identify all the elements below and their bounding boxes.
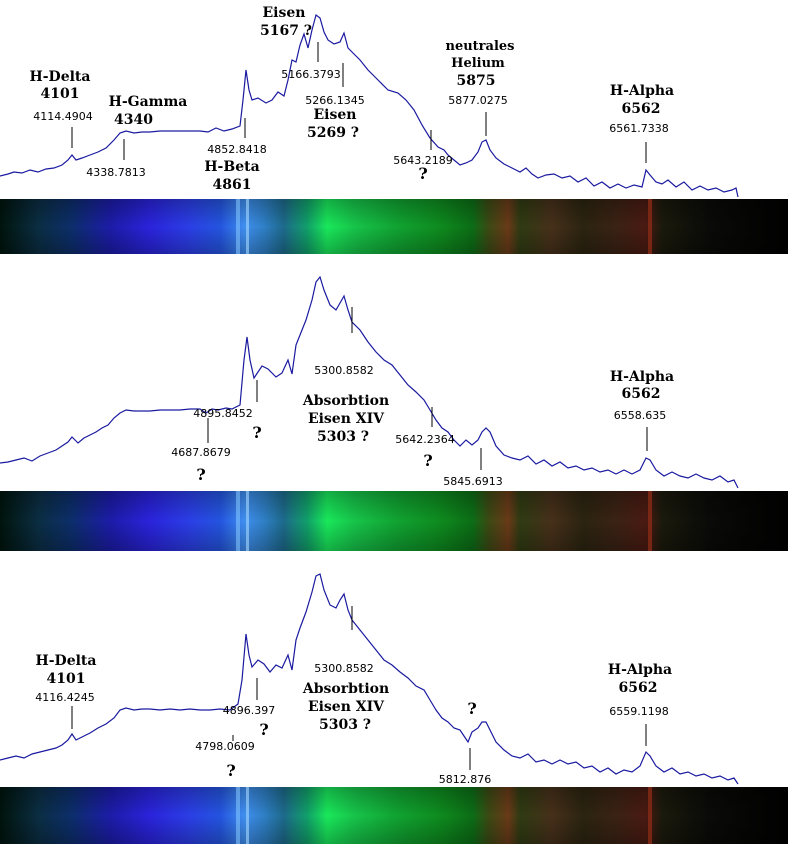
wavelength-readout: 4895.8452 bbox=[193, 407, 253, 420]
label-h-delta: H-Delta bbox=[36, 653, 97, 669]
label-absorption-value: 5303 ? bbox=[317, 429, 369, 445]
wavelength-readout: 5300.8582 bbox=[314, 364, 374, 377]
panel-2: Absorbtion Eisen XIV 5303 ? H-Alpha 6562… bbox=[0, 275, 788, 551]
label-h-gamma: H-Gamma bbox=[109, 94, 188, 110]
wavelength-readout: 6559.1198 bbox=[609, 705, 669, 718]
label-eisen-xiv: Eisen XIV bbox=[308, 411, 385, 427]
label-h-delta-value: 4101 bbox=[47, 671, 86, 687]
question-mark: ? bbox=[226, 761, 235, 780]
wavelength-readout: 5812.876 bbox=[439, 773, 492, 786]
question-mark: ? bbox=[252, 423, 261, 442]
label-h-delta: H-Delta bbox=[30, 69, 91, 85]
wavelength-readout: 4116.4245 bbox=[35, 691, 95, 704]
label-h-alpha-value: 6562 bbox=[622, 386, 661, 402]
wavelength-readout: 5845.6913 bbox=[443, 475, 503, 488]
label-helium-2: Helium bbox=[451, 56, 505, 71]
label-absorption: Absorbtion bbox=[302, 393, 389, 409]
question-mark: ? bbox=[196, 465, 205, 484]
wavelength-readout: 4114.4904 bbox=[33, 110, 93, 123]
wavelength-readout: 4798.0609 bbox=[195, 740, 255, 753]
label-eisen-value: 5167 ? bbox=[260, 23, 312, 39]
wavelength-readout: 4852.8418 bbox=[207, 143, 267, 156]
wavelength-readout: 6561.7338 bbox=[609, 122, 669, 135]
wavelength-readout: 5166.3793 bbox=[281, 68, 341, 81]
spectrum-curve-3 bbox=[0, 573, 739, 785]
label-helium-1: neutrales bbox=[446, 39, 515, 54]
label-absorption: Absorbtion bbox=[302, 681, 389, 697]
wavelength-readout: 5643.2189 bbox=[393, 154, 453, 167]
label-h-alpha: H-Alpha bbox=[610, 369, 674, 385]
question-mark: ? bbox=[259, 720, 268, 739]
label-h-alpha-value: 6562 bbox=[622, 101, 661, 117]
label-eisen: Eisen bbox=[263, 5, 306, 21]
label-h-delta-value: 4101 bbox=[41, 86, 80, 102]
question-mark: ? bbox=[418, 164, 427, 183]
label-h-beta: H-Beta bbox=[204, 159, 259, 175]
label-h-gamma-value: 4340 bbox=[114, 112, 153, 128]
label-helium-value: 5875 bbox=[457, 73, 496, 89]
label-absorption-value: 5303 ? bbox=[319, 717, 371, 733]
spectrum-curve-1 bbox=[0, 13, 739, 198]
label-h-alpha: H-Alpha bbox=[608, 662, 672, 678]
label-h-alpha: H-Alpha bbox=[610, 83, 674, 99]
panel-1: H-Delta 4101 H-Gamma 4340 H-Beta 4861 Ei… bbox=[0, 5, 788, 254]
wavelength-readout: 4896.397 bbox=[223, 704, 276, 717]
label-h-beta-value: 4861 bbox=[213, 177, 252, 193]
question-mark: ? bbox=[467, 699, 476, 718]
label-eisen-xiv: Eisen XIV bbox=[308, 699, 385, 715]
wavelength-readout: 5877.0275 bbox=[448, 94, 508, 107]
label-eisen-value: 5269 ? bbox=[307, 125, 359, 141]
wavelength-readout: 4687.8679 bbox=[171, 446, 231, 459]
wavelength-readout: 5300.8582 bbox=[314, 662, 374, 675]
spectrum-curve-2 bbox=[0, 275, 739, 489]
wavelength-readout: 6558.635 bbox=[614, 409, 667, 422]
question-mark: ? bbox=[423, 451, 432, 470]
wavelength-readout: 5642.2364 bbox=[395, 433, 455, 446]
wavelength-readout: 5266.1345 bbox=[305, 94, 365, 107]
label-h-alpha-value: 6562 bbox=[619, 680, 658, 696]
label-eisen: Eisen bbox=[314, 107, 357, 123]
wavelength-readout: 4338.7813 bbox=[86, 166, 146, 179]
panel-3: H-Delta 4101 Absorbtion Eisen XIV 5303 ?… bbox=[0, 573, 788, 844]
